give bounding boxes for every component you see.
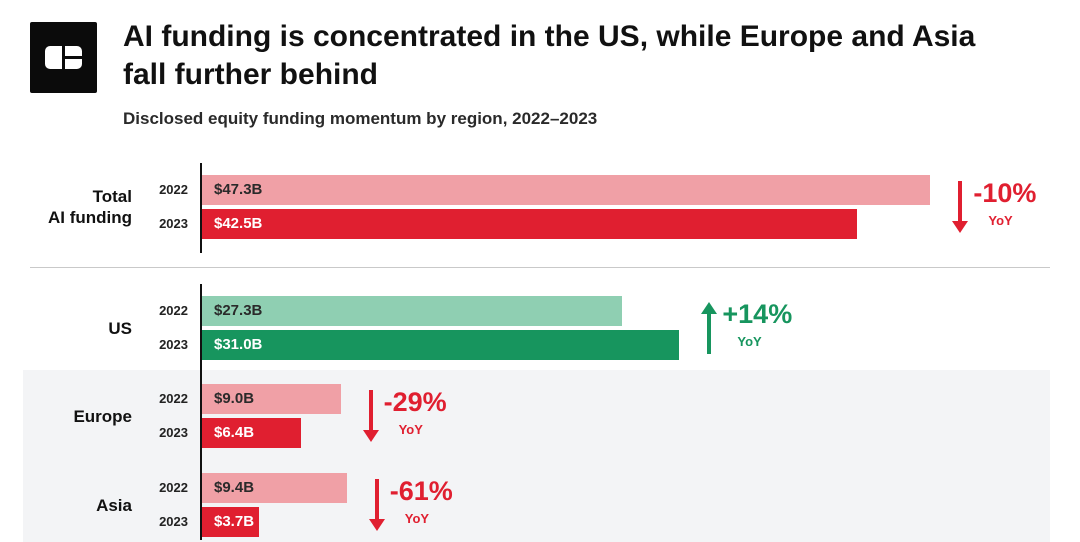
year-label: 2023	[159, 425, 188, 440]
bar-value-label: $6.4B	[214, 424, 255, 441]
group-label: Europe	[73, 406, 132, 426]
group-band	[23, 462, 1050, 542]
bar-value-label: $3.7B	[214, 513, 255, 530]
bar-value-label: $9.0B	[214, 390, 255, 407]
bar-2022	[202, 175, 931, 205]
group-separator	[30, 267, 1050, 268]
axis-line	[200, 163, 202, 253]
bar-value-label: $42.5B	[214, 215, 263, 232]
yoy-label: YoY	[398, 422, 423, 437]
chart-subtitle: Disclosed equity funding momentum by reg…	[123, 109, 598, 128]
year-label: 2023	[159, 337, 188, 352]
yoy-label: YoY	[988, 213, 1013, 228]
group-label: Asia	[96, 495, 132, 515]
bar-2023	[202, 209, 857, 239]
bar-value-label: $47.3B	[214, 181, 263, 198]
year-label: 2023	[159, 216, 188, 231]
bar-2023	[202, 418, 301, 448]
yoy-change: -61%	[389, 476, 453, 506]
group-band	[23, 370, 1050, 462]
arrow-down-icon	[368, 479, 385, 531]
group-label: Total AI funding	[47, 187, 132, 227]
arrow-up-icon	[701, 302, 718, 354]
arrow-down-icon	[362, 390, 379, 442]
cb-logo-icon	[30, 22, 97, 93]
year-label: 2022	[159, 303, 188, 318]
axis-line	[200, 284, 202, 540]
bar-value-label: $27.3B	[214, 302, 263, 319]
group-label: US	[108, 318, 132, 338]
year-label: 2022	[159, 182, 188, 197]
bar-2022	[202, 384, 341, 414]
bar-2023	[202, 507, 259, 537]
bar-2022	[202, 296, 623, 326]
bar-value-label: $9.4B	[214, 479, 255, 496]
bar-2023	[202, 330, 680, 360]
bar-value-label: $31.0B	[214, 336, 263, 353]
year-label: 2022	[159, 391, 188, 406]
yoy-change: +14%	[722, 299, 793, 329]
chart-title: AI funding is concentrated in the US, wh…	[123, 20, 976, 91]
yoy-change: -10%	[973, 178, 1037, 208]
year-label: 2023	[159, 514, 188, 529]
yoy-label: YoY	[404, 511, 430, 526]
arrow-down-icon	[952, 181, 969, 233]
yoy-change: -29%	[383, 387, 447, 417]
yoy-label: YoY	[737, 334, 762, 349]
year-label: 2022	[159, 480, 188, 495]
bar-2022	[202, 473, 347, 503]
